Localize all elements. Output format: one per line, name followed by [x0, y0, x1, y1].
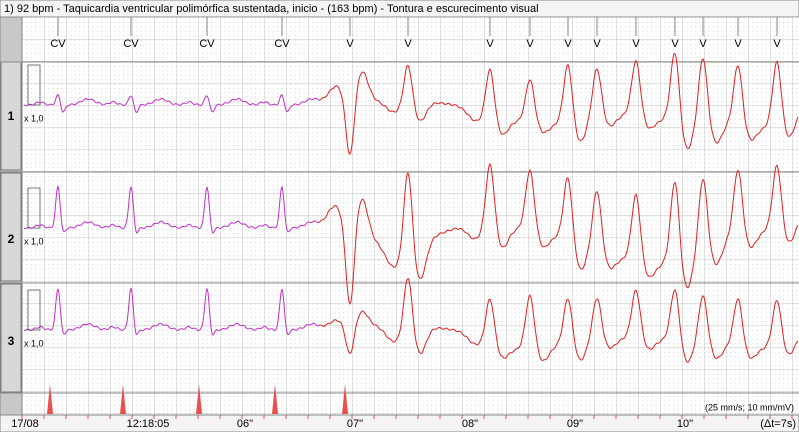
ecg-trace-ventricular: [319, 53, 799, 155]
ecg-trace-ventricular: [319, 277, 799, 363]
beat-label: V: [404, 38, 412, 50]
channel-boxes: [0, 61, 22, 393]
beat-label: CV: [274, 38, 290, 50]
beat-spike: [196, 384, 202, 414]
time-label: 07": [347, 418, 363, 430]
channel-gain: x 1,0: [24, 113, 44, 123]
beat-label: CV: [50, 38, 66, 50]
time-label: 17/08: [11, 418, 39, 430]
beat-label: V: [671, 38, 679, 50]
beat-label: V: [632, 38, 640, 50]
beat-label: V: [486, 38, 494, 50]
beat-label: V: [773, 38, 781, 50]
channel-gain: x 1,0: [24, 236, 44, 246]
calibration-pulse: [27, 289, 41, 331]
channel-number: 2: [8, 232, 15, 246]
time-label: 10": [677, 418, 693, 430]
time-label: 08": [462, 418, 478, 430]
time-label: 06": [237, 418, 253, 430]
speed-label: (25 mm/s; 10 mm/mV): [705, 402, 794, 412]
ecg-trace-normal: [23, 93, 321, 113]
grid-major: [22, 17, 799, 415]
beat-spike: [120, 384, 126, 414]
time-label: 12:18:05: [127, 418, 170, 430]
channel-dividers: [0, 61, 799, 394]
beat-label: V: [526, 38, 534, 50]
beat-label: V: [564, 38, 572, 50]
ecg-trace-normal: [23, 287, 321, 336]
traces: [23, 53, 799, 414]
title: 1) 92 bpm - Taquicardia ventricular poli…: [4, 3, 539, 15]
channel-gain: x 1,0: [24, 338, 44, 348]
channel-number: 3: [8, 334, 15, 348]
ecg-trace-ventricular: [319, 162, 799, 306]
beat-label: CV: [199, 38, 215, 50]
beat-spike: [342, 384, 348, 414]
beat-label: V: [734, 38, 742, 50]
calibration-pulse: [27, 64, 41, 106]
calibration-pulse: [27, 187, 41, 229]
interval-label: (Δt=7s): [760, 418, 796, 430]
beat-label: V: [699, 38, 707, 50]
beat-label: V: [346, 38, 354, 50]
ecg-trace-normal: [23, 185, 321, 234]
time-label: 09": [567, 418, 583, 430]
beat-spike: [272, 384, 278, 414]
time-axis-bar: [0, 414, 799, 432]
channel-number: 1: [8, 109, 15, 123]
beat-label: V: [593, 38, 601, 50]
beat-spike: [47, 384, 53, 414]
beat-label: CV: [123, 38, 139, 50]
